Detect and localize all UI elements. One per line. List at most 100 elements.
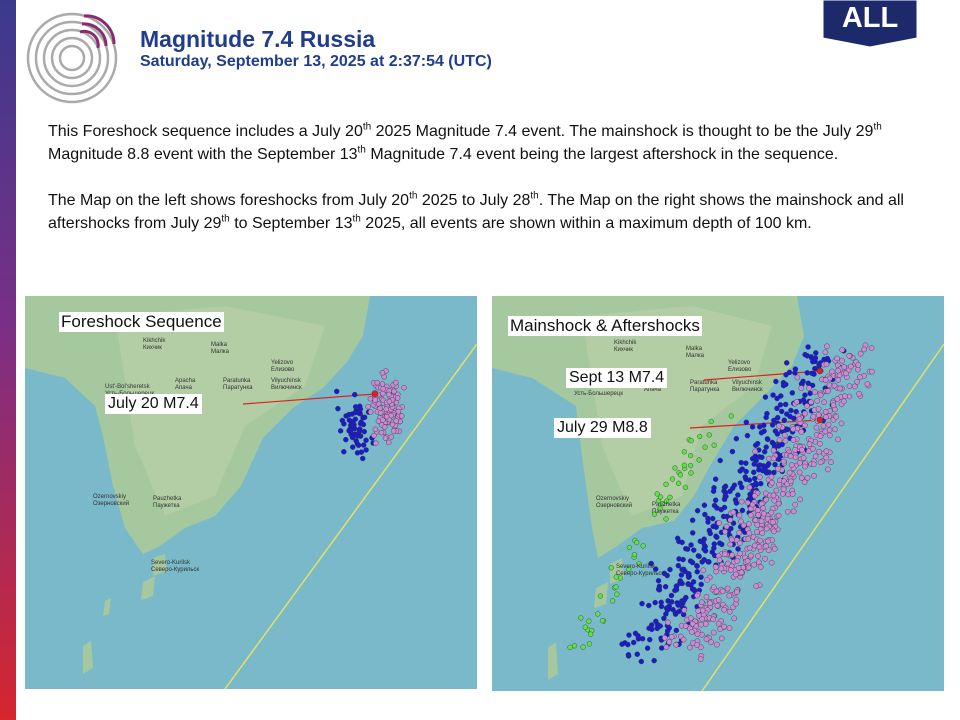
event-dot <box>779 441 785 448</box>
event-dot <box>661 570 668 577</box>
event-dot <box>334 388 340 395</box>
event-dot <box>702 543 708 550</box>
event-dot <box>770 492 777 499</box>
event-dot <box>804 370 810 376</box>
event-dot <box>638 658 645 665</box>
event-dot <box>675 602 681 608</box>
event-dot <box>682 484 688 490</box>
event-dot <box>382 424 388 430</box>
event-dot <box>738 459 744 466</box>
event-dot <box>855 362 862 368</box>
event-dot <box>801 463 808 470</box>
event-dot <box>694 642 700 648</box>
event-dot <box>668 634 675 640</box>
event-dot <box>608 565 614 571</box>
annotation: July 20 M7.4 <box>105 394 202 414</box>
superscript: th <box>362 121 372 133</box>
event-dot <box>388 412 394 419</box>
event-dot <box>625 652 632 658</box>
event-dot <box>335 405 341 412</box>
event-dot <box>823 448 830 454</box>
event-dot <box>613 574 619 580</box>
event-dot <box>775 500 782 507</box>
event-dot <box>698 599 705 606</box>
event-dot <box>626 566 632 572</box>
event-dot <box>372 397 378 403</box>
event-dot <box>715 620 722 627</box>
event-dot <box>352 391 358 398</box>
event-dot <box>630 639 637 646</box>
event-dot <box>712 564 719 570</box>
event-dot <box>832 426 838 433</box>
event-dot <box>721 484 728 491</box>
place-label: Елизово <box>728 367 752 373</box>
event-dot <box>718 565 725 572</box>
event-dot <box>743 460 749 466</box>
event-dot <box>734 558 741 564</box>
map-left: Kikhchik Кихчик Malka Малка Yelizovo Елизово U… <box>25 296 477 689</box>
event-dot <box>781 417 787 423</box>
event-dot <box>586 641 593 647</box>
event-dot <box>688 542 694 548</box>
event-dot <box>780 458 787 465</box>
place-label: Kikhchik <box>614 340 637 346</box>
event-dot <box>666 625 672 631</box>
event-dot <box>661 615 667 622</box>
event-dot <box>678 572 685 578</box>
event-dot <box>792 454 799 461</box>
event-dot <box>846 353 853 359</box>
event-dot <box>666 639 673 645</box>
event-dot <box>738 518 744 525</box>
event-dot <box>772 461 778 468</box>
place-label: Ozernovskiy <box>596 496 630 502</box>
event-dot <box>822 409 829 415</box>
event-dot <box>780 486 787 493</box>
event-dot <box>681 449 687 455</box>
event-dot <box>770 519 776 525</box>
event-dot <box>776 423 782 429</box>
event-dot <box>799 446 805 453</box>
event-dot <box>735 546 741 552</box>
event-dot <box>805 344 811 350</box>
place-label: Apacha <box>175 378 196 384</box>
event-dot <box>667 566 673 573</box>
place-label: Елизово <box>271 367 295 373</box>
event-dot <box>759 530 766 536</box>
event-dot <box>367 396 374 402</box>
event-dot <box>816 448 822 455</box>
event-dot <box>815 412 822 418</box>
event-dot <box>755 512 762 518</box>
place-label: Severo-Kurilsk <box>151 560 191 566</box>
event-dot <box>567 644 573 650</box>
event-dot <box>809 355 815 361</box>
event-dot <box>774 431 781 437</box>
event-dot <box>842 393 848 399</box>
event-dot <box>666 605 672 612</box>
event-dot <box>796 416 803 422</box>
event-dot <box>685 581 691 587</box>
event-dot <box>660 501 666 507</box>
place-label: Paratunka <box>223 378 251 384</box>
event-dot <box>681 462 687 468</box>
event-dot <box>614 591 620 597</box>
event-dot <box>839 347 846 353</box>
event-dot <box>814 397 820 404</box>
event-dot <box>651 511 658 517</box>
event-dot <box>763 543 769 550</box>
place-label: Kikhchik <box>143 338 166 344</box>
superscript: th <box>352 213 361 225</box>
event-dot <box>669 476 676 482</box>
event-dot <box>665 598 671 604</box>
event-dot <box>646 602 652 609</box>
event-dot <box>353 438 359 444</box>
event-dot <box>382 435 389 441</box>
event-dot <box>829 368 835 375</box>
event-dot <box>788 407 794 414</box>
event-dot <box>770 447 777 454</box>
event-dot <box>687 452 694 459</box>
event-dot <box>792 366 799 372</box>
event-dot <box>379 370 386 376</box>
event-dot <box>707 600 713 606</box>
event-dot <box>752 493 758 499</box>
event-dot <box>668 592 675 599</box>
